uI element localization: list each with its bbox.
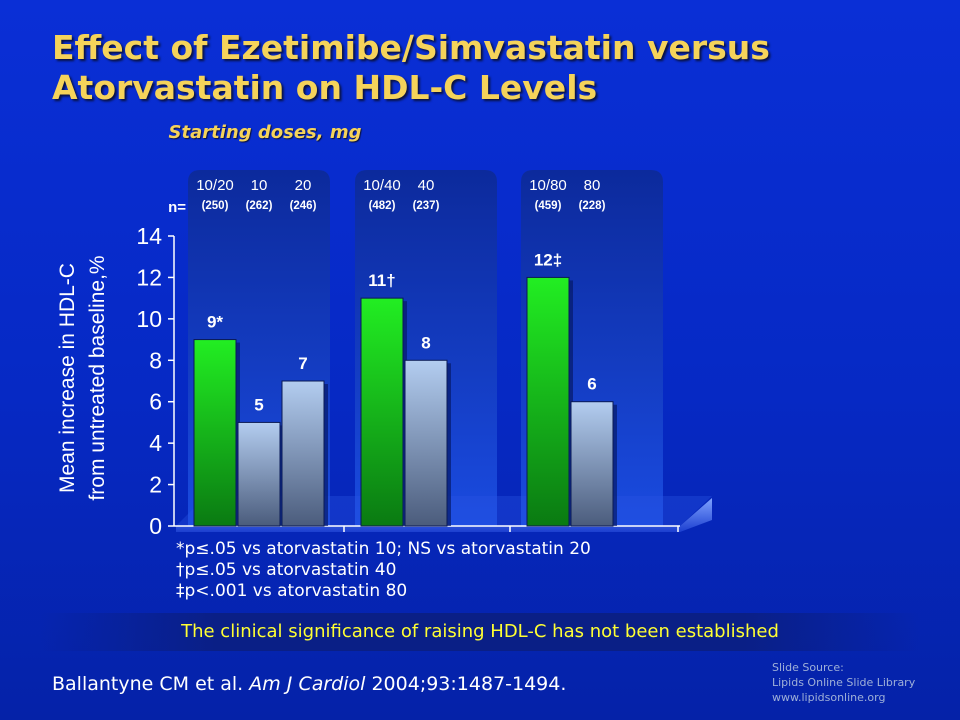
citation-authors: Ballantyne CM et al. <box>52 673 250 695</box>
n-count-label: (246) <box>290 200 317 212</box>
citation: Ballantyne CM et al. Am J Cardiol 2004;9… <box>52 673 566 695</box>
y-axis-label-line-2: from untreated baseline,% <box>86 255 109 500</box>
source-line: www.lipidsonline.org <box>772 691 886 704</box>
dose-label: 80 <box>584 177 601 194</box>
n-count-label: (250) <box>202 200 229 212</box>
n-count-label: (262) <box>246 200 273 212</box>
y-tick-label: 2 <box>149 472 162 498</box>
footnotes: *p≤.05 vs atorvastatin 10; NS vs atorvas… <box>176 539 591 602</box>
bar-value-label: 5 <box>254 395 263 414</box>
bar-atorvastatin <box>570 401 614 527</box>
slide-source: Slide Source: Lipids Online Slide Librar… <box>772 660 915 705</box>
title-line-2: Atorvastatin on HDL-C Levels <box>52 68 598 107</box>
disclaimer-banner: The clinical significance of raising HDL… <box>40 613 920 651</box>
slide-title: Effect of Ezetimibe/Simvastatin versus A… <box>52 28 932 108</box>
source-line: Lipids Online Slide Library <box>772 676 916 689</box>
bar-value-label: 9* <box>207 313 223 332</box>
dose-label: 10/20 <box>196 177 234 194</box>
footnote: *p≤.05 vs atorvastatin 10; NS vs atorvas… <box>176 539 591 559</box>
y-tick-label: 4 <box>149 430 162 456</box>
citation-journal: Am J Cardiol <box>249 673 366 695</box>
bar-value-label: 6 <box>587 375 596 394</box>
n-count-label: (482) <box>369 200 396 212</box>
bar-ezetimibe-simvastatin <box>360 297 404 527</box>
n-count-label: (228) <box>579 200 606 212</box>
y-tick-label: 0 <box>149 513 162 539</box>
y-tick-label: 6 <box>149 389 162 415</box>
starting-doses-label: Starting doses, mg <box>168 122 362 143</box>
bar-shadow <box>445 363 451 526</box>
bar-value-label: 12‡ <box>534 250 562 269</box>
dose-label: 10/40 <box>363 177 401 194</box>
bar-value-label: 8 <box>421 333 430 352</box>
chart-floor <box>176 498 712 532</box>
n-count-label: (237) <box>413 200 440 212</box>
bar-shadow <box>567 280 573 526</box>
bar-atorvastatin <box>237 421 281 527</box>
n-count-label: (459) <box>535 200 562 212</box>
bar-value-label: 7 <box>298 354 307 373</box>
bar-ezetimibe-simvastatin <box>526 276 570 527</box>
footnote: †p≤.05 vs atorvastatin 40 <box>176 560 397 580</box>
bar-shadow <box>234 342 240 526</box>
bar-shadow <box>611 404 617 526</box>
bar-shadow <box>401 301 407 526</box>
bar-atorvastatin <box>404 359 448 527</box>
bar-shadow <box>278 425 284 526</box>
citation-details: 2004;93:1487-1494. <box>365 673 567 695</box>
dose-label: 40 <box>418 177 435 194</box>
n-label: n= <box>168 199 186 216</box>
bar-atorvastatin <box>281 380 325 527</box>
dose-label: 10 <box>251 177 268 194</box>
dose-label: 20 <box>295 177 312 194</box>
y-tick-label: 8 <box>149 347 162 373</box>
disclaimer-text: The clinical significance of raising HDL… <box>181 621 779 642</box>
title-line-1: Effect of Ezetimibe/Simvastatin versus <box>52 28 770 67</box>
footnote: ‡p<.001 vs atorvastatin 80 <box>176 581 408 601</box>
y-tick-label: 14 <box>136 223 162 249</box>
y-tick-label: 12 <box>136 264 162 290</box>
source-line: Slide Source: <box>772 661 844 674</box>
bar-ezetimibe-simvastatin <box>193 339 237 527</box>
bar-shadow <box>322 384 328 526</box>
dose-label: 10/80 <box>529 177 567 194</box>
y-axis-label-line-1: Mean increase in HDL-C <box>56 263 79 493</box>
y-tick-label: 10 <box>136 306 162 332</box>
bar-value-label: 11† <box>368 271 395 290</box>
